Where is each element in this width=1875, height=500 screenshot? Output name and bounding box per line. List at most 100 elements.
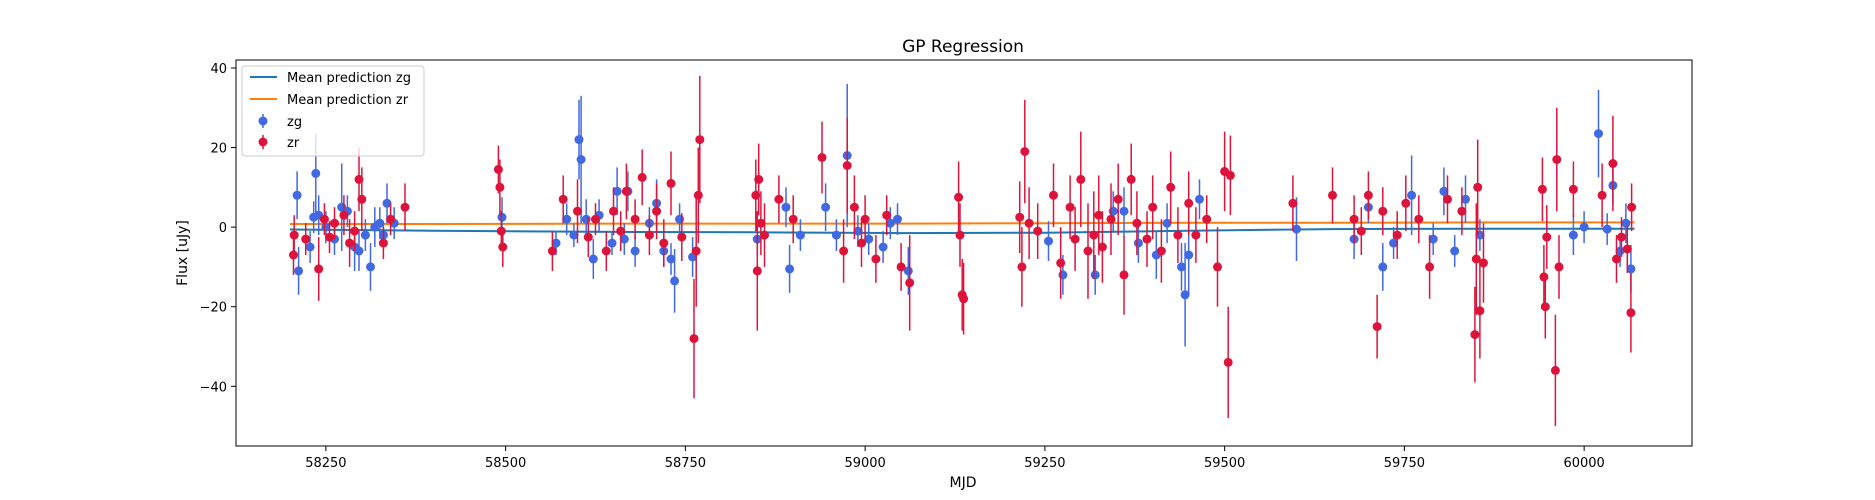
data-point-zg xyxy=(562,214,572,224)
data-point-zr xyxy=(1479,258,1488,268)
data-point-zr xyxy=(954,192,964,202)
legend-label-zr: zr xyxy=(287,136,300,151)
data-point-zr xyxy=(1020,147,1030,156)
data-point-zg xyxy=(354,246,364,256)
data-point-zr xyxy=(573,206,582,216)
data-point-zr xyxy=(1608,159,1618,168)
data-point-zg xyxy=(292,190,302,200)
data-point-zg xyxy=(1439,186,1449,196)
y-axis: 40 20 0 −20 −40 xyxy=(200,62,236,395)
plot-area xyxy=(289,75,1637,427)
data-point-zr xyxy=(1627,202,1637,212)
data-point-zr xyxy=(498,242,508,252)
legend-box xyxy=(241,65,425,157)
data-point-zr xyxy=(644,230,654,240)
legend-label-mean-zg: Mean prediction zg xyxy=(287,71,411,86)
data-point-zr xyxy=(1184,198,1194,208)
data-point-zr xyxy=(1372,322,1382,332)
data-point-zr xyxy=(1033,226,1043,236)
data-point-zr xyxy=(314,264,324,274)
data-point-zr xyxy=(896,262,906,272)
data-point-zg xyxy=(360,230,370,240)
data-point-zg xyxy=(1119,206,1129,216)
data-point-zr xyxy=(289,230,299,240)
y-tick-label: −40 xyxy=(200,380,227,395)
data-point-zg xyxy=(903,266,913,276)
data-point-zg xyxy=(1389,238,1399,248)
data-point-zr xyxy=(1202,214,1212,224)
data-point-zg xyxy=(1195,194,1204,204)
data-point-zg xyxy=(1090,270,1100,280)
data-point-zg xyxy=(1626,264,1636,274)
data-point-zr xyxy=(1024,218,1034,228)
data-point-zg xyxy=(612,186,622,196)
data-point-zg xyxy=(1461,194,1470,204)
data-point-zr xyxy=(1552,155,1562,164)
data-point-zr xyxy=(1065,202,1075,212)
data-point-zr xyxy=(1094,210,1104,220)
data-point-zr xyxy=(1349,214,1359,224)
data-point-zg xyxy=(1621,218,1631,228)
data-point-zr xyxy=(493,164,503,174)
data-point-zr xyxy=(1015,212,1025,222)
data-point-zr xyxy=(1378,206,1388,216)
data-point-zr xyxy=(1542,232,1552,242)
mean-prediction-line-zr xyxy=(289,221,1635,225)
data-point-zr xyxy=(345,238,355,248)
data-point-zr xyxy=(621,186,631,196)
data-point-zr xyxy=(1425,262,1435,272)
data-point-zr xyxy=(325,232,334,242)
data-point-zg xyxy=(576,155,586,164)
data-point-zr xyxy=(1363,190,1373,200)
data-point-zr xyxy=(752,266,762,276)
y-tick-label: 0 xyxy=(219,221,227,236)
data-point-zr xyxy=(842,161,852,170)
data-point-zr xyxy=(817,153,827,162)
data-point-zr xyxy=(1550,365,1560,375)
data-point-zr xyxy=(1471,254,1481,264)
legend-label-mean-zr: Mean prediction zr xyxy=(287,93,409,108)
data-point-zr xyxy=(1070,234,1080,244)
data-point-zg xyxy=(574,135,584,145)
data-point-zr xyxy=(754,174,764,184)
series-zr xyxy=(289,75,1637,427)
data-point-zr xyxy=(1076,174,1086,184)
data-point-zr xyxy=(1539,272,1549,282)
data-point-zr xyxy=(1540,302,1550,312)
data-point-zg xyxy=(785,264,795,274)
data-point-zr xyxy=(1612,254,1621,264)
data-point-zr xyxy=(756,218,766,228)
data-point-zr xyxy=(1017,262,1027,272)
data-point-zg xyxy=(675,214,685,224)
data-point-zr xyxy=(1106,214,1116,224)
data-point-zr xyxy=(339,210,349,220)
data-point-zr xyxy=(547,246,557,256)
data-point-zg xyxy=(569,230,579,240)
data-point-zg xyxy=(864,234,874,244)
data-point-zg xyxy=(581,214,591,224)
data-point-zr xyxy=(1148,202,1158,212)
data-point-zr xyxy=(1223,357,1233,367)
x-tick-label: 59500 xyxy=(1204,456,1245,471)
data-point-zr xyxy=(955,230,965,240)
data-point-zg xyxy=(1162,218,1172,228)
y-tick-label: 20 xyxy=(210,142,227,157)
data-point-zr xyxy=(882,210,892,220)
data-point-zg xyxy=(366,262,375,272)
data-point-zr xyxy=(1173,230,1183,240)
data-point-zr xyxy=(378,238,388,248)
x-tick-label: 59750 xyxy=(1384,456,1425,471)
data-point-zr xyxy=(609,206,618,216)
data-point-zg xyxy=(878,242,888,252)
data-point-zg xyxy=(607,238,617,248)
x-tick-label: 58250 xyxy=(305,456,346,471)
data-point-zg xyxy=(588,254,598,264)
data-point-zg xyxy=(821,202,831,212)
data-point-zr xyxy=(1568,184,1578,194)
data-point-zg xyxy=(382,198,392,208)
data-point-zr xyxy=(630,214,640,224)
data-point-zr xyxy=(496,226,506,236)
data-point-zg xyxy=(1292,224,1301,234)
data-point-zr xyxy=(839,246,849,256)
data-point-zr xyxy=(1356,226,1366,236)
